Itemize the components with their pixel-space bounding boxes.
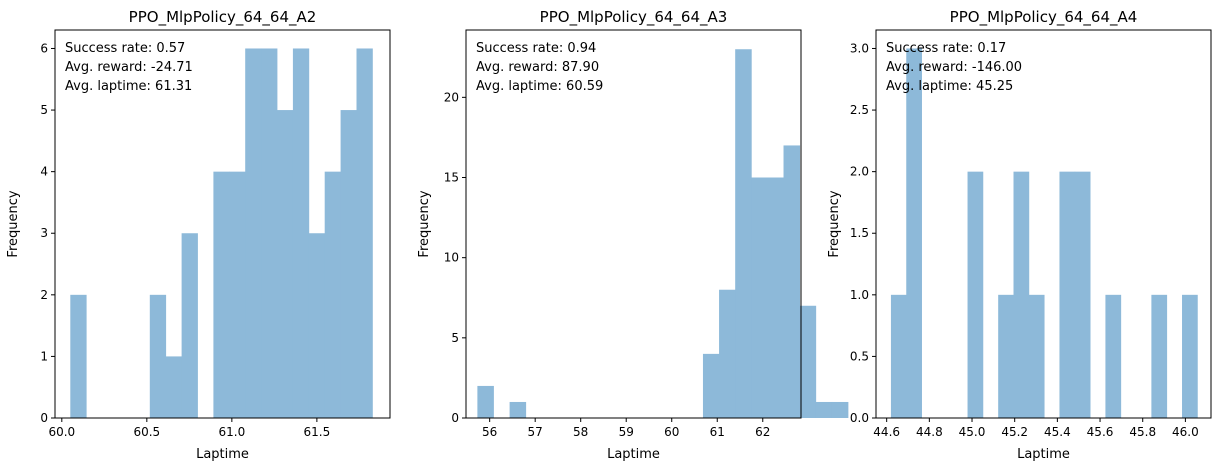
histogram-bar <box>509 401 527 418</box>
histogram-bar <box>767 177 784 418</box>
histogram-bar <box>308 233 326 418</box>
x-tick-label: 60 <box>664 425 679 439</box>
stats-annotation: Avg. reward: -146.00 <box>886 60 1022 75</box>
stats-annotation: Success rate: 0.57 <box>65 41 185 56</box>
histogram-panel-4: 44.6 44.8 45.0 45.2 45.4 45.6 45.8 46.0 0.0 0.5 1.… <box>827 8 1212 462</box>
histogram-bar <box>324 171 342 418</box>
histogram-bar <box>783 145 801 418</box>
y-tick-label: 0.5 <box>850 349 869 363</box>
y-tick-label: 0 <box>451 411 459 425</box>
histogram-bar <box>1182 294 1198 418</box>
x-tick-label: 56 <box>482 425 497 439</box>
histogram-bar <box>1059 171 1076 418</box>
plot-frame <box>875 29 1212 419</box>
x-tick-label: 45.6 <box>1087 425 1114 439</box>
histogram-bar <box>735 49 752 418</box>
histogram-bar <box>70 294 87 418</box>
x-tick-label: 59 <box>619 425 634 439</box>
histogram-bar <box>799 305 817 418</box>
chart-title: PPO_MlpPolicy_64_64_A2 <box>129 8 317 27</box>
x-axis-label: Laptime <box>607 447 660 462</box>
histogram-bar <box>213 171 230 418</box>
y-tick-label: 0 <box>40 411 48 425</box>
y-tick-label: 5 <box>40 103 48 117</box>
x-tick-label: 61 <box>710 425 725 439</box>
y-tick-label: 1.5 <box>850 226 869 240</box>
stats-annotation: Success rate: 0.94 <box>476 41 596 56</box>
histogram-panel-2: 60.0 60.5 61.0 61.5 0 1 2 3 4 5 6 PPO_MlpPolicy_64_… <box>6 8 391 462</box>
y-axis-label: Frequency <box>417 190 432 257</box>
stats-annotation: Avg. reward: -24.71 <box>65 60 193 75</box>
y-tick-label: 2.5 <box>850 103 869 117</box>
y-tick-label: 15 <box>444 171 459 185</box>
histogram-bar <box>1105 294 1122 418</box>
y-axis-label: Frequency <box>827 190 842 257</box>
histogram-bar <box>890 294 907 418</box>
stats-annotation: Avg. laptime: 45.25 <box>886 79 1013 94</box>
histogram-bar <box>1028 294 1045 418</box>
stats-annotation: Success rate: 0.17 <box>886 41 1006 56</box>
x-tick-label: 46.0 <box>1172 425 1199 439</box>
histogram-bar <box>229 171 246 418</box>
histogram-bar <box>815 401 833 418</box>
x-tick-label: 62 <box>755 425 770 439</box>
histogram-bar <box>967 171 984 418</box>
chart-title: PPO_MlpPolicy_64_64_A3 <box>540 8 728 27</box>
x-tick-label: 44.6 <box>873 425 900 439</box>
y-tick-label: 20 <box>444 90 459 104</box>
histogram-bar <box>906 48 922 418</box>
stats-annotation: Avg. laptime: 61.31 <box>65 79 192 94</box>
y-axis-label: Frequency <box>6 190 21 257</box>
y-tick-label: 3 <box>40 226 48 240</box>
histogram-bar <box>245 48 262 418</box>
x-tick-label: 60.5 <box>133 425 160 439</box>
x-tick-label: 61.5 <box>304 425 331 439</box>
y-tick-label: 2.0 <box>850 165 869 179</box>
histogram-bar <box>831 401 849 418</box>
y-tick-label: 4 <box>40 165 48 179</box>
histogram-bar <box>356 48 373 418</box>
y-tick-label: 5 <box>451 331 459 345</box>
y-tick-label: 10 <box>444 251 459 265</box>
histogram-bar <box>149 294 167 418</box>
histogram-bar <box>1074 171 1091 418</box>
x-tick-label: 45.2 <box>1001 425 1028 439</box>
x-tick-label: 45.4 <box>1044 425 1071 439</box>
histogram-bar <box>477 385 494 418</box>
x-tick-label: 57 <box>528 425 543 439</box>
plot-frame <box>465 29 802 419</box>
histogram-bar <box>292 48 310 418</box>
x-tick-label: 60.0 <box>48 425 75 439</box>
x-tick-label: 45.8 <box>1129 425 1156 439</box>
x-tick-label: 44.8 <box>916 425 943 439</box>
x-tick-label: 45.0 <box>959 425 986 439</box>
chart-title: PPO_MlpPolicy_64_64_A4 <box>950 8 1138 27</box>
x-tick-label: 58 <box>573 425 588 439</box>
histogram-bar <box>165 356 183 418</box>
x-axis-label: Laptime <box>1017 447 1070 462</box>
y-tick-label: 6 <box>40 41 48 55</box>
plot-frame <box>54 29 391 419</box>
histogram-panel-3: 56 57 58 59 60 61 62 0 5 10 15 20 PPO_MlpPolicy_64_6… <box>417 8 849 462</box>
y-tick-label: 0.0 <box>850 411 869 425</box>
stats-annotation: Avg. reward: 87.90 <box>476 60 599 75</box>
y-tick-label: 3.0 <box>850 41 869 55</box>
histogram-bar <box>1013 171 1030 418</box>
histogram-bar <box>261 48 278 418</box>
histogram-bar <box>181 233 198 418</box>
histogram-bar <box>277 110 294 419</box>
y-tick-label: 2 <box>40 288 48 302</box>
stats-annotation: Avg. laptime: 60.59 <box>476 79 603 94</box>
histogram-bar <box>1151 294 1168 418</box>
y-tick-label: 1 <box>40 349 48 363</box>
histogram-bar <box>998 294 1014 418</box>
histogram-bar <box>702 353 720 418</box>
x-tick-label: 61.0 <box>218 425 245 439</box>
x-axis-label: Laptime <box>196 447 249 462</box>
histogram-bar <box>340 110 357 419</box>
y-tick-label: 1.0 <box>850 288 869 302</box>
histogram-bar <box>751 177 768 418</box>
histogram-bar <box>719 289 736 418</box>
